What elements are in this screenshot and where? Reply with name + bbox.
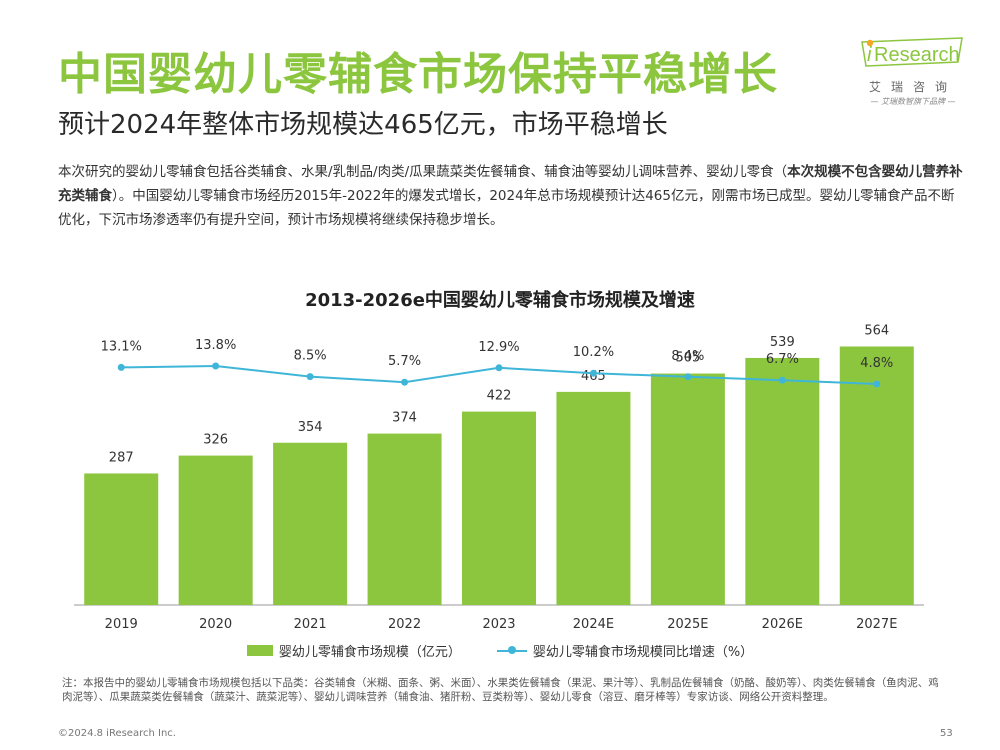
bar-2024E [556,391,631,605]
growth-point-2020 [212,362,220,370]
bar-2027E [839,346,914,605]
x-tick-2020: 2020 [199,617,232,632]
bar-label-2020: 326 [203,433,228,448]
legend-item-line: 婴幼儿零辅食市场规模同比增速（%） [496,641,754,660]
logo-dot [866,39,874,47]
x-tick-2027E: 2027E [856,617,897,632]
legend-item-bar: 婴幼儿零辅食市场规模（亿元） [246,641,461,660]
copyright: ©2024.8 iResearch Inc. [58,728,176,739]
logo-cn-name: 艾瑞咨询 [868,80,957,94]
growth-label-2026E: 6.7% [766,352,799,367]
bar-2023 [462,411,536,605]
chart-title: 2013-2026e中国婴幼儿零辅食市场规模及增速 [305,290,695,311]
growth-label-2021: 8.5% [294,349,327,364]
intro-text-2: ）。中国婴幼儿零辅食市场经历2015年-2022年的爆发式增长，2024年总市场… [58,188,955,228]
bar-label-2025E: 505 [675,351,700,366]
growth-point-2026E [778,376,786,384]
growth-label-2025E: 8.4% [671,349,704,364]
growth-label-2022: 5.7% [388,354,421,369]
logo-brand-name: Research [874,44,960,66]
bar-2025E [650,373,725,605]
growth-point-2024E [589,369,597,377]
legend-line-label: 婴幼儿零辅食市场规模同比增速（%） [532,645,754,660]
legend-bar-label: 婴幼儿零辅食市场规模（亿元） [278,645,461,660]
growth-point-2023 [495,364,503,372]
bar-label-2027E: 564 [864,324,889,339]
iresearch-logo: i Research 艾瑞咨询 — 艾瑞数智旗下品牌 — [858,34,968,106]
bar-label-2021: 354 [298,420,323,435]
page-subtitle: 预计2024年整体市场规模达465亿元，市场平稳增长 [58,110,668,140]
intro-text-bold: 本次规模不包含婴幼儿营养补充类辅食 [58,164,963,204]
iresearch-logo-mark: i Research [861,37,963,67]
page-title: 中国婴幼儿零辅食市场保持平稳增长 [58,49,778,100]
x-tick-2022: 2022 [388,617,421,632]
growth-point-2019 [117,363,125,371]
bar-label-2023: 422 [487,389,512,404]
growth-point-2021 [306,373,314,381]
x-tick-2019: 2019 [105,617,138,632]
bar-label-2019: 287 [109,450,134,465]
x-tick-2024E: 2024E [573,617,614,632]
growth-point-2022 [401,378,409,386]
logo-slogan: — 艾瑞数智旗下品牌 — [870,97,956,106]
bar-2019 [84,473,159,605]
growth-label-2020: 13.8% [195,338,236,353]
chart-legend: 婴幼儿零辅食市场规模（亿元） 婴幼儿零辅食市场规模同比增速（%） [0,641,1000,660]
logo-brand-i: i [867,44,872,66]
intro-paragraph: 本次研究的婴幼儿零辅食包括谷类辅食、水果/乳制品/肉类/瓜果蔬菜类佐餐辅食、辅食… [58,160,963,232]
bar-2021 [273,442,348,605]
bar-2026E [745,357,820,605]
x-tick-2023: 2023 [482,617,515,632]
x-tick-2021: 2021 [294,617,327,632]
legend-bar-swatch [246,645,273,656]
growth-label-2027E: 4.8% [860,356,893,371]
logo-swoosh [861,37,963,67]
growth-point-2025E [684,373,692,381]
growth-label-2024E: 10.2% [573,345,614,360]
growth-label-2023: 12.9% [478,340,519,355]
bar-label-2022: 374 [392,411,417,426]
growth-label-2019: 13.1% [101,339,142,354]
x-tick-2026E: 2026E [762,617,803,632]
growth-point-2027E [873,380,881,388]
bar-2020 [178,455,253,605]
x-tick-2025E: 2025E [667,617,708,632]
bar-2022 [367,433,442,605]
legend-line-swatch [496,645,527,656]
footnote: 注：本报告中的婴幼儿零辅食市场规模包括以下品类：谷类辅食（米糊、面条、粥、米面）… [62,677,939,703]
intro-text-1: 本次研究的婴幼儿零辅食包括谷类辅食、水果/乳制品/肉类/瓜果蔬菜类佐餐辅食、辅食… [58,164,788,180]
bar-label-2026E: 539 [770,335,795,350]
page-number: 53 [940,728,953,739]
